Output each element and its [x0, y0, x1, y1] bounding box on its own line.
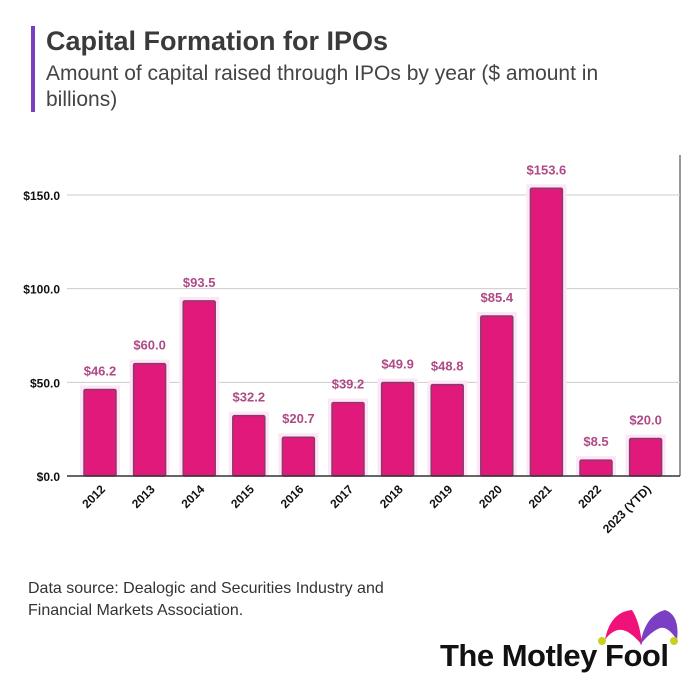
data-label: $32.2 — [233, 390, 266, 405]
data-source-note: Data source: Dealogic and Securities Ind… — [28, 580, 384, 619]
x-tick-label: 2013 — [129, 482, 158, 511]
bar-2023 (YTD) — [628, 437, 663, 477]
motley-fool-logo: The Motley Fool — [440, 638, 669, 673]
y-tick-label: $0.0 — [37, 470, 61, 484]
chart-subtitle: Amount of capital raised through IPOs by… — [46, 62, 599, 111]
data-label: $93.5 — [183, 275, 216, 290]
title-accent-bar — [31, 26, 35, 112]
bar-2014 — [182, 300, 216, 477]
x-tick-label: 2018 — [377, 482, 406, 511]
x-tick-label: 2022 — [575, 482, 604, 511]
bar-2020 — [480, 315, 514, 477]
y-tick-label: $100.0 — [23, 283, 60, 297]
bar-2019 — [430, 383, 464, 477]
x-tick-label: 2016 — [278, 482, 307, 511]
y-tick-label: $50.0 — [30, 376, 60, 390]
bar-2012 — [83, 388, 117, 477]
bar-2013 — [132, 362, 167, 477]
bar-2018 — [380, 381, 415, 477]
x-tick-label: 2021 — [526, 482, 555, 511]
data-label: $46.2 — [84, 363, 117, 378]
chart-title: Capital Formation for IPOs — [46, 26, 389, 56]
bar-2021 — [529, 187, 564, 477]
data-label: $39.2 — [332, 377, 365, 392]
data-label: $20.7 — [282, 411, 315, 426]
data-label: $8.5 — [583, 434, 608, 449]
data-label: $60.0 — [133, 338, 166, 353]
x-tick-label: 2015 — [228, 482, 257, 511]
x-tick-label: 2020 — [476, 482, 505, 511]
data-label: $153.6 — [527, 162, 567, 177]
data-label: $49.9 — [381, 357, 414, 372]
x-tick-label: 2014 — [179, 482, 208, 511]
data-label: $85.4 — [481, 290, 514, 305]
bar-2015 — [232, 414, 266, 477]
data-label: $48.8 — [431, 359, 464, 374]
x-tick-label: 2017 — [327, 482, 356, 511]
x-tick-label: 2019 — [427, 482, 456, 511]
x-tick-label: 2012 — [79, 482, 108, 511]
y-tick-label: $150.0 — [23, 189, 60, 203]
bar-2017 — [331, 401, 365, 477]
data-label: $20.0 — [629, 413, 662, 428]
x-tick-label: 2023 (YTD) — [600, 482, 654, 536]
bar-2022 — [579, 459, 613, 477]
bar-2016 — [281, 436, 316, 477]
